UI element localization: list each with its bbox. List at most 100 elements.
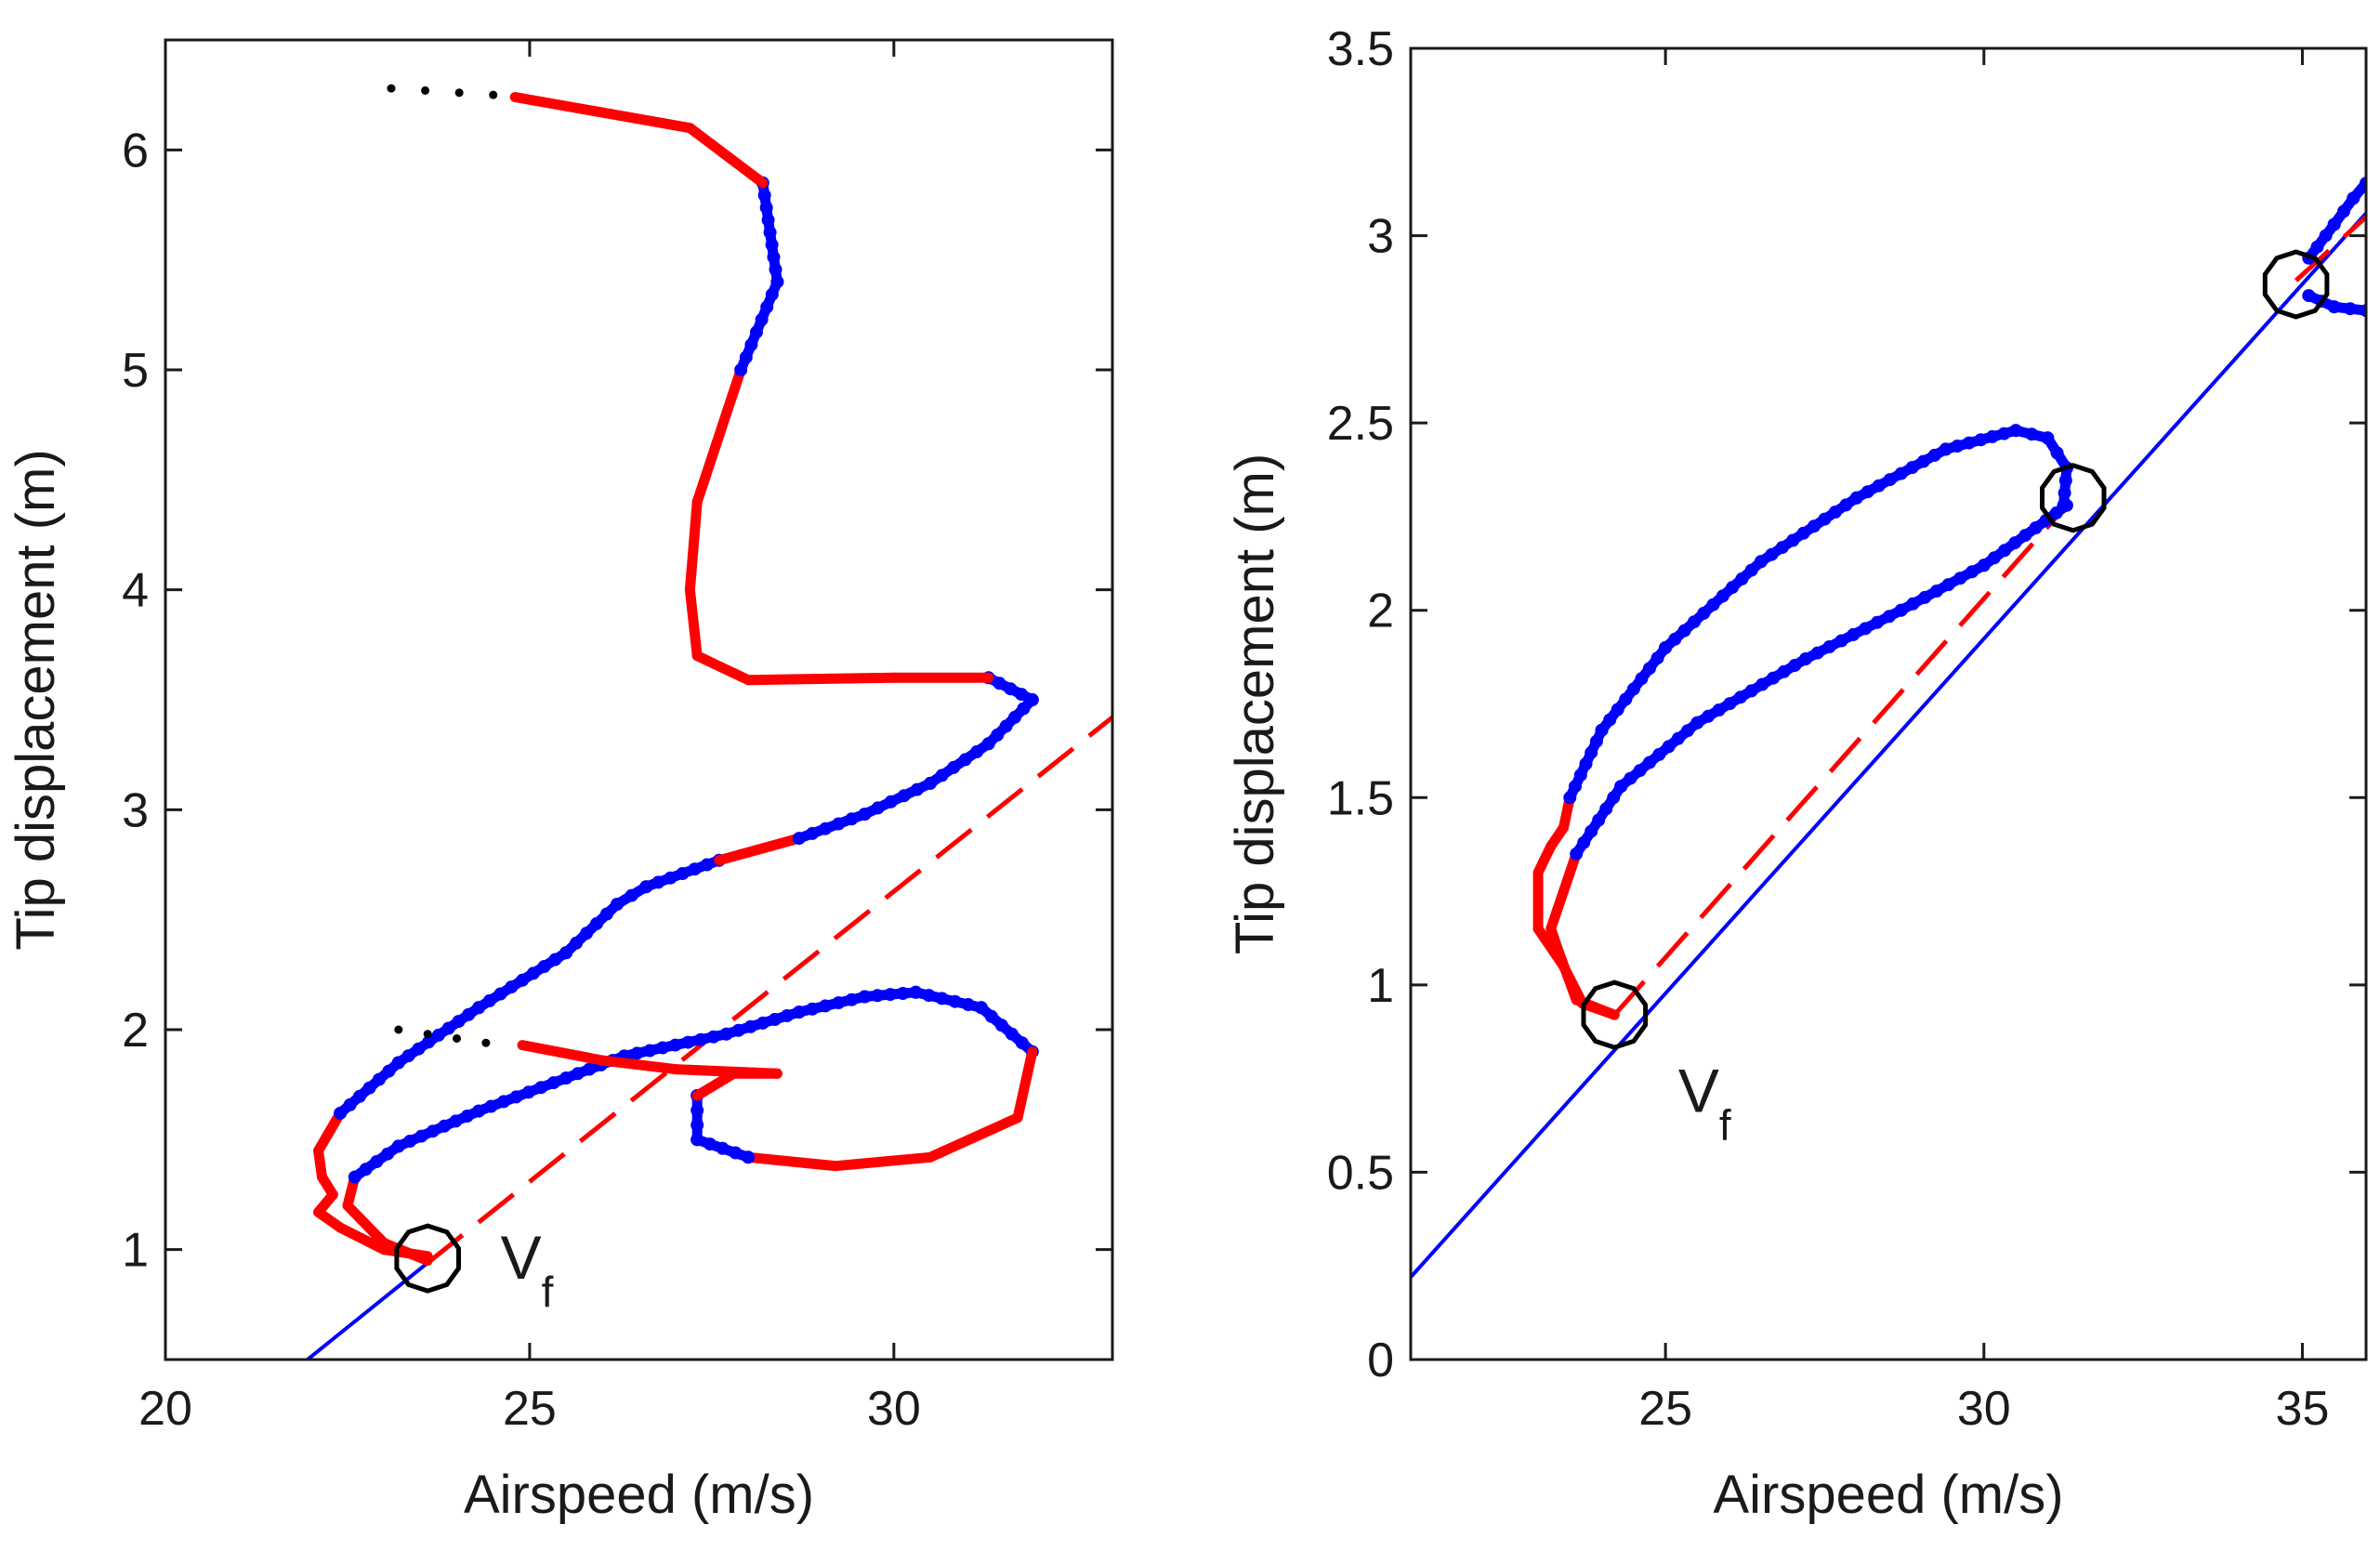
branch-dot	[2319, 229, 2333, 243]
branch-dot	[1668, 632, 1682, 646]
branch-dot	[2327, 217, 2341, 231]
branch-dot	[765, 238, 779, 252]
branch-dot	[984, 1009, 998, 1023]
branch-dot	[922, 989, 936, 1003]
branch-dot	[1834, 634, 1848, 648]
branch-segment	[714, 833, 805, 866]
branch-dot	[2337, 204, 2350, 218]
branch-dot	[2059, 498, 2073, 512]
branch-dot	[643, 1044, 657, 1058]
branch-dot	[1998, 544, 2012, 558]
branch-dot	[2009, 424, 2023, 438]
branch-dot	[651, 875, 665, 889]
branch-dot	[431, 1028, 445, 1042]
branch-dot	[1015, 688, 1028, 702]
branch-dot	[731, 1023, 745, 1037]
branch-dot	[516, 973, 530, 987]
branch-dot	[482, 993, 496, 1007]
branch-dot	[559, 1071, 573, 1085]
branch-segment	[1545, 886, 1569, 934]
branch-dot	[559, 946, 573, 960]
branch-segment	[670, 1064, 782, 1079]
branch-dot	[1796, 526, 1810, 540]
series-lower-lco-branch	[1545, 498, 2073, 1020]
branch-dot	[806, 826, 820, 840]
plot-area	[304, 84, 1112, 1360]
y-tick-label: 2.5	[1327, 397, 1394, 451]
branch-dot	[1702, 709, 1716, 723]
branch-dot	[1828, 506, 1842, 519]
series-trivial-stable-line	[1411, 212, 2366, 1279]
continuation-dot	[421, 85, 430, 95]
series-upper-right-branch	[2302, 177, 2366, 265]
branch-dot	[1847, 627, 1861, 641]
continuation-dot	[394, 1025, 403, 1034]
branch-dot	[742, 1150, 756, 1164]
branch-dot	[2310, 240, 2324, 254]
branch-dot	[509, 1090, 523, 1104]
branch-dot	[1966, 565, 1979, 579]
branch-dot	[770, 275, 784, 289]
right-panel: 25 30 35 0 0.5 1 1.5 2 2.5 3 3.5 Airspeed (m/s) Tip …	[1225, 22, 2368, 1525]
axes-frame	[164, 38, 1114, 1361]
branch-dot	[1650, 651, 1664, 665]
branch-dot	[2029, 521, 2043, 534]
branch-dot	[1599, 802, 1613, 816]
y-tick-label: 0.5	[1327, 1146, 1394, 1200]
branch-segment	[335, 1222, 389, 1255]
branch-dot	[883, 988, 897, 1002]
branch-dot	[534, 1081, 548, 1095]
branch-dot	[546, 1076, 560, 1090]
branch-dot	[353, 1089, 366, 1103]
branch-dot	[1894, 603, 1908, 617]
branch-dot	[961, 998, 975, 1011]
branch-dot	[600, 907, 613, 921]
branch-segment	[684, 585, 703, 662]
branch-dot	[452, 1015, 466, 1029]
branch-dot	[1569, 780, 1582, 794]
branch-segment	[743, 1151, 841, 1172]
y-tick-label: 2	[122, 1004, 149, 1058]
branch-dot	[1962, 436, 1976, 450]
y-tick-label: 1	[1367, 959, 1394, 1013]
branch-dot	[372, 1072, 386, 1086]
branch-dot	[521, 1085, 535, 1099]
branch-dot	[505, 980, 519, 994]
branch-dot	[1659, 641, 1673, 654]
branch-dot	[819, 822, 833, 835]
branch-dot	[441, 1021, 455, 1035]
branch-dot	[1563, 791, 1577, 805]
branch-dot	[2343, 302, 2357, 316]
branch-dot	[729, 1146, 743, 1160]
x-axis-label: Airspeed (m/s)	[1713, 1465, 2063, 1525]
x-tick-label: 35	[2276, 1382, 2330, 1436]
series-trivial-unstable-line	[426, 715, 1112, 1265]
branch-dot	[1697, 606, 1711, 620]
branch-dot	[970, 744, 984, 758]
branch-dot	[676, 867, 690, 880]
branch-dot	[493, 987, 507, 1001]
y-tick-label: 2	[1367, 585, 1394, 638]
branch-dot	[334, 1106, 348, 1120]
branch-dot	[1744, 563, 1758, 577]
branch-dot	[460, 1110, 474, 1123]
series-upper-lco-branch	[1532, 424, 2073, 1020]
branch-dot	[1905, 461, 1919, 474]
branch-dot	[1861, 485, 1874, 499]
y-tick-label: 6	[122, 124, 149, 177]
branch-dot	[382, 1064, 396, 1078]
branch-dot	[426, 1124, 440, 1138]
branch-segment	[684, 496, 703, 596]
continuation-dot	[454, 88, 464, 98]
branch-dot	[981, 737, 995, 751]
branch-dot	[947, 760, 961, 774]
y-tick-label: 3	[1367, 210, 1394, 264]
y-tick-label: 0	[1367, 1334, 1394, 1387]
branch-dot	[1894, 467, 1908, 480]
branch-dot	[496, 1095, 510, 1109]
branch-dot	[1985, 429, 1999, 443]
branch-dot	[690, 1133, 704, 1147]
bifurcation-point-marker	[1581, 979, 1649, 1050]
branch-dot	[401, 1049, 415, 1063]
